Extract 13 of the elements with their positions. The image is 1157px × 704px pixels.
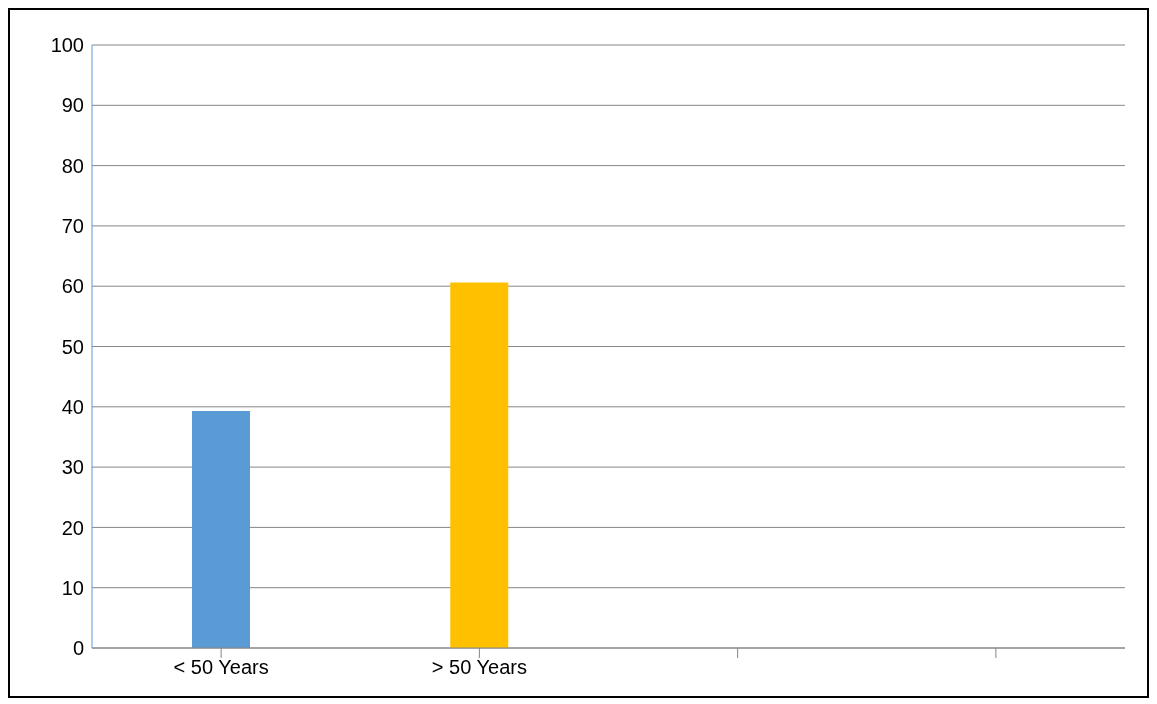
y-tick-label: 30: [61, 456, 84, 479]
y-tick-label: 60: [61, 275, 84, 298]
y-tick-label: 20: [61, 516, 84, 539]
y-tick-label: 80: [61, 154, 84, 177]
y-tick-label: 50: [61, 335, 84, 358]
y-tick-label: 0: [72, 637, 84, 660]
y-tick-label: 90: [61, 94, 84, 117]
y-tick-label: 70: [61, 215, 84, 237]
y-tick-label: 100: [50, 34, 84, 57]
y-tick-label: 40: [61, 395, 84, 418]
x-tick-label: < 50 Years: [173, 656, 269, 679]
x-tick-label: > 50 Years: [431, 656, 527, 679]
y-tick-label: 10: [61, 576, 84, 599]
